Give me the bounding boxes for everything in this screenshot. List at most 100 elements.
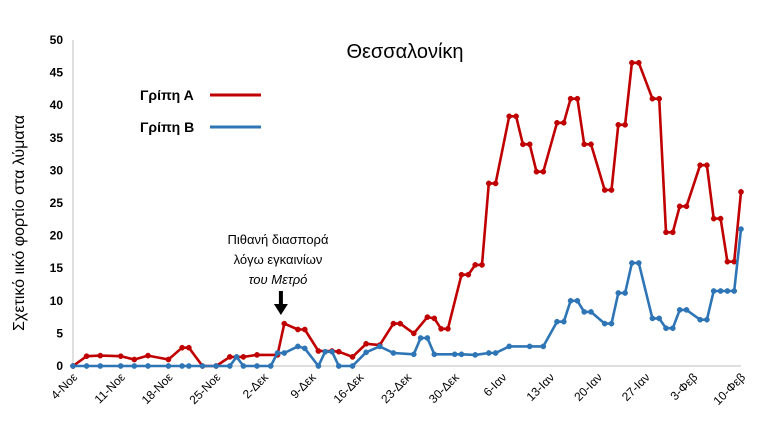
x-tick-labels: 4-Νοε 11-Νοε 18-Νοε 25-Νοε 2-Δεκ 9-Δεκ 16-Δεκ 2… [48,370,748,408]
flu-a-point [431,315,438,322]
annotation-text-line: του Μετρό [249,272,308,287]
flu-b-point [472,352,479,358]
flu-b-point [669,325,676,332]
flu-a-point [520,141,526,148]
y-tick-label: 45 [50,66,64,80]
flu-b-point [417,335,424,341]
y-tick-label: 5 [56,326,63,340]
series-group [70,59,744,369]
flu-a-point [83,353,90,360]
x-tick-label: 27-Ιαν [619,370,653,404]
flu-a-point [445,325,451,332]
flu-b-point [704,316,710,323]
flu-b-point [240,363,247,369]
flu-b-point [588,309,594,315]
flu-b-point [295,343,301,350]
flu-a-point [226,354,233,360]
flu-a-point [145,352,151,359]
flu-a-point [465,271,472,278]
flu-a-point [629,59,635,66]
annotation: Πιθανή διασπορά λόγω εγκαινίων του Μετρό [228,232,329,315]
flu-a-point [526,141,533,148]
flu-b-point [274,350,281,356]
flu-a-point [424,314,431,320]
flu-b-point [540,343,547,350]
flu-a-point [131,356,138,363]
chart-legend: Γρίπη Α Γρίπη Β [140,87,261,135]
x-tick-label: 18-Νοε [139,370,176,407]
y-tick-label: 25 [50,196,64,210]
flu-a-point [717,215,724,222]
y-tick-label: 50 [50,33,64,47]
flu-b-point [656,315,663,322]
flu-b-point [526,343,533,350]
y-tick-label: 15 [50,261,64,275]
x-tick-label: 4-Νοε [48,370,81,403]
flu-a-point [506,113,513,120]
flu-b-point [724,288,731,294]
x-tick-label: 10-Φεβ [711,370,749,408]
flu-b-line [71,227,743,368]
flu-b-point [492,350,499,356]
flu-b-point [629,260,635,266]
flu-a-point [574,95,581,102]
flu-b-point [697,316,703,323]
flu-a-point [254,352,260,358]
flu-a-point [165,356,172,363]
flu-b-point [335,363,342,369]
flu-b-point [676,307,683,313]
flu-b-point [506,343,513,350]
flu-a-point [315,348,322,354]
x-tick-label: 16-Δεκ [331,370,368,407]
flu-a-point [485,180,492,187]
flu-b-point [363,349,369,356]
x-tick-label: 13-Ιαν [524,370,558,404]
flu-b-point [267,363,274,369]
flu-a-point [697,162,703,169]
flu-b-point [485,350,492,356]
flu-a-point [615,121,622,128]
y-tick-label: 0 [56,359,63,373]
flu-b-point [608,320,615,327]
flu-a-legend-label: Γρίπη Α [140,87,194,103]
flu-b-point [322,348,329,355]
flu-b-point [329,348,335,355]
flu-b-point [458,351,465,358]
flu-a-point [186,344,192,351]
annotation-arrow-head [273,304,288,315]
y-axis-label: Σχετικό ιικό φορτίο στα λύματα [11,115,28,331]
flu-a-point [656,95,663,102]
flu-b-point [376,343,383,350]
flu-b-point [186,363,192,369]
flu-a-point [479,262,485,268]
flu-a-point [710,215,717,222]
flu-b-point [301,345,308,352]
flu-b-point [635,260,642,266]
flu-b-point [199,363,206,369]
flu-b-point [233,354,240,360]
flu-a-point [349,354,356,360]
flu-a-point [554,119,560,126]
annotation-text-line: λόγω εγκαινίων [234,252,323,267]
flu-a-point [540,168,547,175]
flu-b-point [431,351,438,358]
flu-a-point [663,229,669,236]
flu-a-point [458,271,465,278]
flu-a-point [179,344,185,351]
x-tick-label: 6-Ιαν [481,370,510,399]
flu-b-point [315,363,322,369]
x-tick-label: 11-Νοε [92,370,129,407]
flu-a-point [567,95,574,102]
chart-title: Θεσσαλονίκη [346,41,463,63]
flu-b-point [601,320,608,327]
flu-a-point [363,340,369,347]
flu-b-point [254,363,260,369]
flu-a-point [301,326,308,333]
flu-b-point [615,290,622,296]
flu-a-point [97,352,104,359]
flu-a-point [472,262,479,268]
flu-b-point [649,315,656,322]
flu-b-point [683,307,690,313]
flu-a-point [240,354,247,360]
